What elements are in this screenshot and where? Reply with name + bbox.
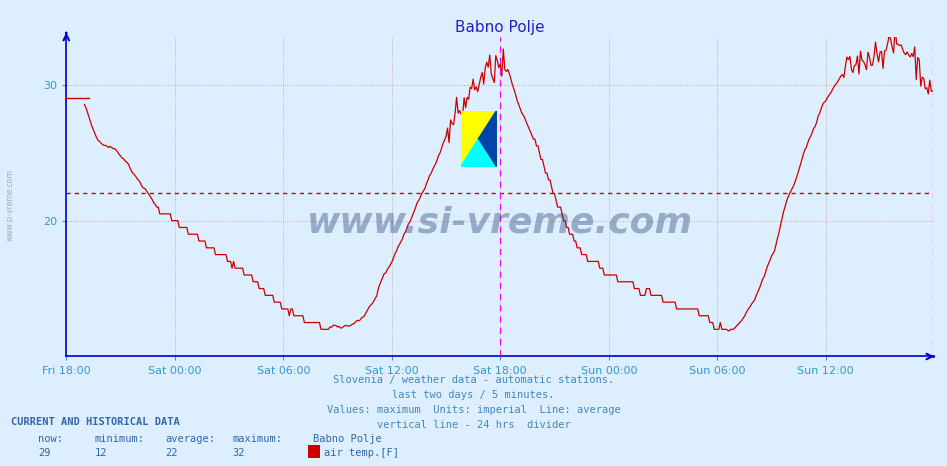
Text: minimum:: minimum: (95, 434, 145, 444)
Polygon shape (460, 110, 496, 166)
Text: now:: now: (38, 434, 63, 444)
Text: 32: 32 (232, 448, 244, 458)
Text: maximum:: maximum: (232, 434, 282, 444)
Text: Slovenia / weather data - automatic stations.: Slovenia / weather data - automatic stat… (333, 375, 614, 385)
Title: Babno Polje: Babno Polje (455, 20, 545, 35)
Text: air temp.[F]: air temp.[F] (324, 448, 399, 458)
Text: www.si-vreme.com: www.si-vreme.com (307, 206, 692, 240)
Text: 29: 29 (38, 448, 50, 458)
Text: 22: 22 (166, 448, 178, 458)
Polygon shape (478, 110, 496, 166)
Text: Babno Polje: Babno Polje (313, 434, 382, 444)
Text: average:: average: (166, 434, 216, 444)
Text: 12: 12 (95, 448, 107, 458)
Text: Values: maximum  Units: imperial  Line: average: Values: maximum Units: imperial Line: av… (327, 405, 620, 415)
Polygon shape (460, 110, 496, 166)
Text: last two days / 5 minutes.: last two days / 5 minutes. (392, 390, 555, 400)
Text: www.si-vreme.com: www.si-vreme.com (6, 169, 15, 241)
Text: CURRENT AND HISTORICAL DATA: CURRENT AND HISTORICAL DATA (11, 417, 180, 427)
Text: vertical line - 24 hrs  divider: vertical line - 24 hrs divider (377, 420, 570, 430)
